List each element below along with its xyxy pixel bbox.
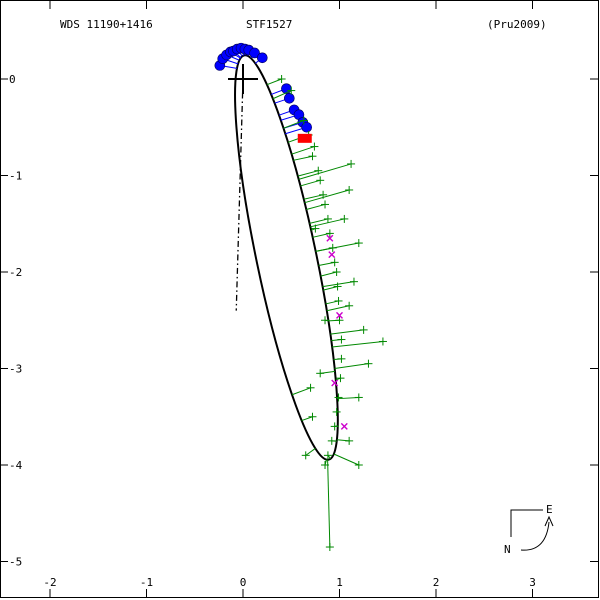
y-tick-label: 0	[9, 73, 16, 86]
photographic-point-b	[326, 234, 334, 242]
residual-line	[330, 329, 364, 335]
residual-line	[291, 387, 311, 396]
residual-line	[300, 179, 321, 187]
line-of-nodes	[235, 78, 244, 311]
interferometric-point	[249, 47, 260, 59]
orbit-ellipse	[234, 54, 339, 461]
residual-line	[272, 90, 292, 100]
observations-layer	[214, 42, 387, 552]
special-point	[297, 133, 312, 143]
residual-line	[315, 242, 359, 252]
residual-line	[304, 189, 350, 204]
interferometric-point	[256, 52, 268, 64]
interferometric-point	[284, 93, 295, 104]
y-tick-label: -2	[9, 266, 22, 279]
title-right: (Pru2009)	[487, 18, 547, 31]
interferometric-point	[301, 121, 312, 133]
compass-east-label: E	[546, 503, 553, 516]
x-tick-label: 3	[529, 576, 536, 589]
residual-line	[320, 271, 337, 277]
orbit-layer	[228, 54, 339, 461]
photographic-point-b	[331, 379, 339, 387]
x-tick-label: -2	[43, 576, 56, 589]
residual-line	[309, 218, 329, 224]
compass-north-label: N	[504, 543, 511, 556]
compass-arrowhead	[544, 515, 554, 527]
interferometric-point	[281, 83, 292, 94]
residual-line	[323, 285, 338, 291]
residual-line	[310, 218, 345, 228]
y-tick-label: -3	[9, 363, 22, 376]
residual-line	[266, 78, 282, 86]
photographic-point-b	[340, 422, 348, 430]
residual-line	[312, 232, 330, 238]
compass-rotation-arrow	[520, 521, 550, 551]
residual-line	[291, 146, 315, 155]
x-tick-label: -1	[140, 576, 153, 589]
title-left: WDS 11190+1416	[60, 18, 153, 31]
residual-line	[334, 363, 369, 369]
residual-line	[298, 163, 352, 180]
residual-line	[322, 281, 355, 288]
residual-line	[283, 120, 304, 129]
compass: E N	[504, 503, 554, 556]
residual-line	[301, 416, 313, 422]
y-tick-label: -1	[9, 170, 22, 183]
residual-line	[306, 203, 326, 210]
residual-line	[318, 261, 335, 267]
y-tick-label: -5	[9, 556, 22, 569]
residual-line	[333, 453, 360, 466]
residual-line	[293, 155, 313, 161]
x-tick-label: 0	[240, 576, 247, 589]
residual-line	[332, 340, 383, 348]
residual-line	[327, 459, 331, 548]
residual-line	[326, 305, 350, 312]
x-tick-label: 1	[336, 576, 343, 589]
title-center: STF1527	[246, 18, 292, 31]
y-tick-label: -4	[9, 459, 23, 472]
photographic-point-b	[336, 311, 343, 319]
compass-arms	[510, 509, 543, 537]
residual-line	[305, 448, 316, 456]
residual-line	[297, 170, 319, 177]
residual-line	[303, 194, 324, 200]
x-tick-label: 2	[433, 576, 440, 589]
photographic-point-b	[328, 251, 336, 259]
